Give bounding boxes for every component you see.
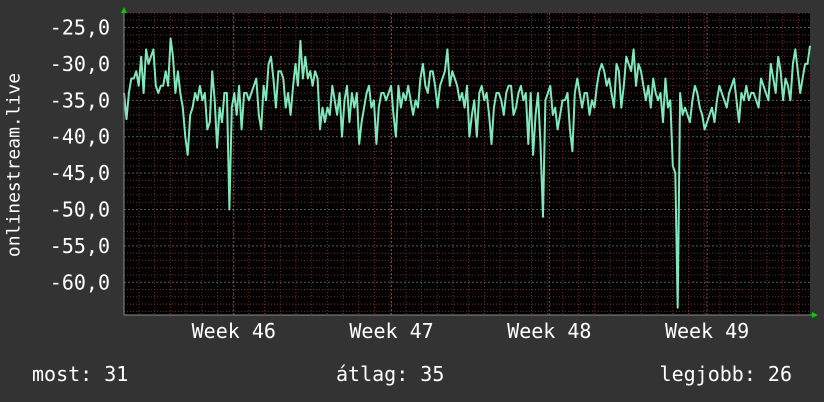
axes	[121, 7, 818, 318]
y-tick-label: -35,0	[50, 88, 110, 112]
y-tick-label: -45,0	[50, 161, 110, 185]
y-tick-label: -60,0	[50, 270, 110, 294]
x-tick-label: Week 47	[349, 319, 433, 343]
y-tick-label: -25,0	[50, 16, 110, 40]
y-tick-label: -40,0	[50, 125, 110, 149]
x-tick-label: Week 48	[507, 319, 591, 343]
grid	[124, 12, 810, 315]
x-axis-arrow	[812, 312, 818, 318]
x-tick-label: Week 49	[665, 319, 749, 343]
y-tick-label: -55,0	[50, 234, 110, 258]
y-axis-arrow	[121, 7, 127, 13]
x-tick-labels: Week 46 Week 47 Week 48 Week 49	[192, 319, 750, 343]
plot-area	[124, 13, 810, 315]
x-tick-label: Week 46	[192, 319, 276, 343]
y-tick-label: -30,0	[50, 52, 110, 76]
stat-average: átlag: 35	[336, 362, 445, 386]
y-tick-labels: -25,0 -30,0 -35,0 -40,0 -45,0 -50,0 -55,0 -60,0	[50, 16, 110, 295]
stat-current: most: 31	[32, 362, 129, 386]
stat-best: legjobb: 26	[659, 362, 792, 386]
y-tick-label: -50,0	[50, 197, 110, 221]
y-axis-label: onlinestream.live	[3, 72, 25, 258]
series-line	[123, 37, 811, 309]
